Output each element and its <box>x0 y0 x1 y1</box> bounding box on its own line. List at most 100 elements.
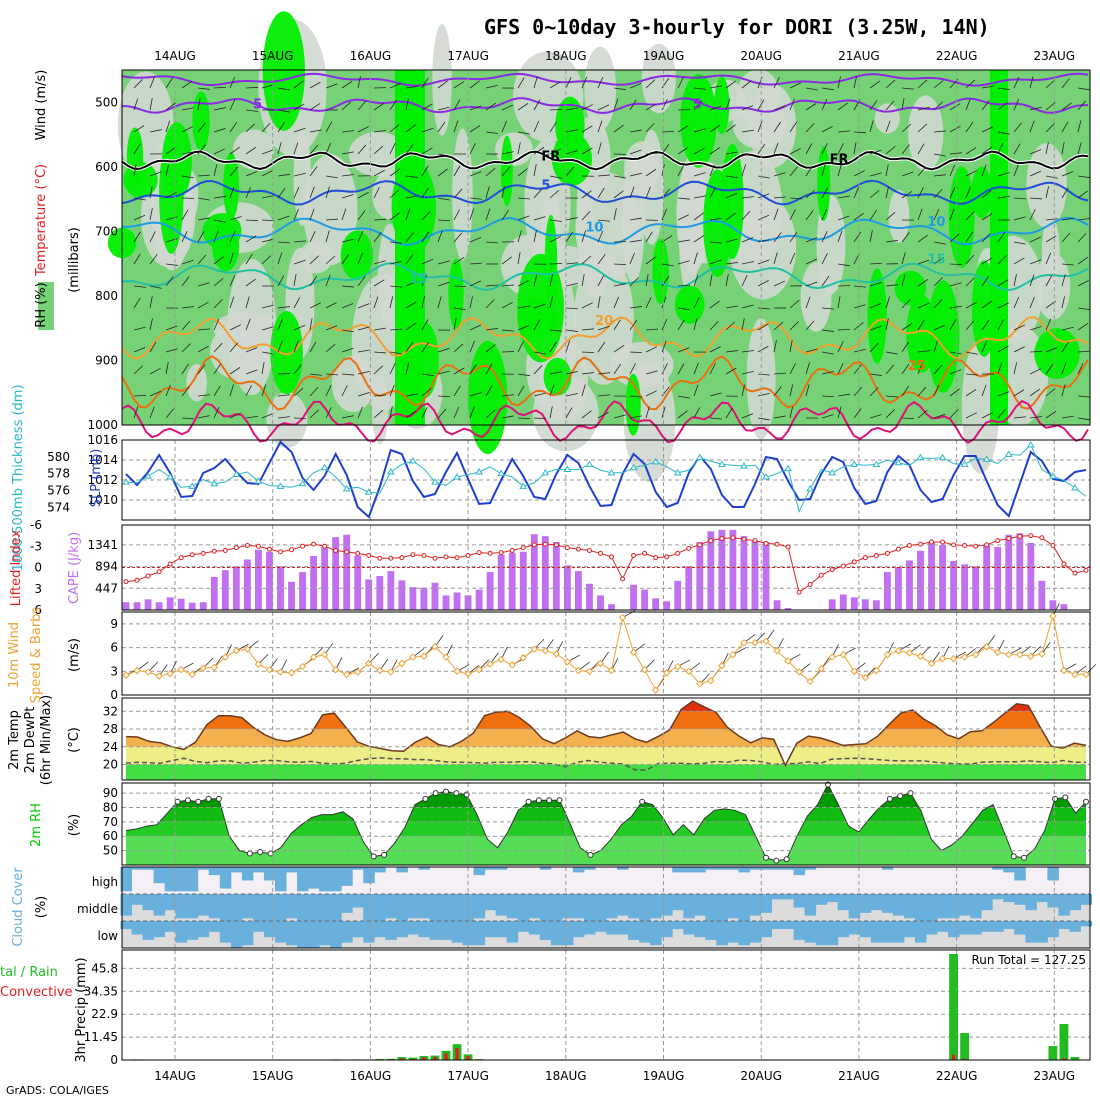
contour-label: 5 <box>541 178 550 193</box>
wind-barb <box>261 326 274 331</box>
wind-speed-marker <box>839 650 847 659</box>
wind-barb <box>293 259 306 265</box>
cloud-middle-bar <box>175 894 188 919</box>
wind-barb <box>325 407 332 419</box>
cloud-low-bar <box>661 921 673 938</box>
lifted-index-marker <box>289 547 295 553</box>
wind-barb <box>309 341 317 353</box>
cape-bar <box>541 536 549 610</box>
wind-barb <box>133 143 141 155</box>
wind-barb <box>485 344 496 353</box>
wind-barb <box>437 347 450 353</box>
wind-barb <box>805 87 818 91</box>
cloud-middle-bar <box>1080 894 1093 905</box>
wind-barb <box>197 197 210 201</box>
wind-speed-marker <box>773 647 781 655</box>
wind-barb <box>789 299 800 309</box>
wind-barb <box>885 395 898 398</box>
wind-barb <box>293 364 302 375</box>
wind-barb <box>229 98 236 111</box>
wind-speed-marker <box>894 647 903 655</box>
wind-speed-marker <box>850 667 858 675</box>
cloud-middle-bar <box>219 894 232 921</box>
cloud-low-bar <box>495 921 508 938</box>
wind-speed-marker <box>387 668 395 676</box>
cape-bar <box>188 602 196 610</box>
wind-barb <box>693 297 700 309</box>
lifted-index-marker <box>189 552 195 558</box>
lifted-index-marker <box>1028 533 1034 539</box>
li-cape-frame <box>121 524 1091 611</box>
wind-barb <box>405 362 410 375</box>
wind-barb <box>949 125 961 133</box>
wind-speed-marker <box>155 672 163 680</box>
wind-barb <box>293 340 299 353</box>
wind-barb <box>869 325 882 331</box>
wind-barb <box>853 348 866 353</box>
wind-barb <box>197 231 205 243</box>
wind-barb <box>1077 362 1084 375</box>
thickness-marker <box>276 482 285 489</box>
wind-barb <box>629 149 642 155</box>
wind-barb <box>693 87 706 90</box>
cloud-middle-bar <box>418 894 430 919</box>
cape-bar <box>762 542 770 610</box>
wind-barb <box>661 208 668 221</box>
wind-barb <box>741 105 754 111</box>
wind-barb <box>693 172 706 177</box>
cloud-low-bar <box>672 921 684 930</box>
rh-dry-patch <box>584 46 617 131</box>
rh-dry-patch <box>227 258 277 396</box>
cloud-high-bar <box>230 867 243 873</box>
wind-barb <box>165 408 174 419</box>
wind-barb <box>869 189 880 199</box>
wind-speed-marker <box>541 647 550 655</box>
wind-barb <box>645 370 658 375</box>
cloud-middle-bar <box>859 894 872 913</box>
cloud-high-bar <box>352 867 364 870</box>
thickness-marker <box>166 473 175 480</box>
wind-barb <box>229 146 241 155</box>
wind-barb <box>549 371 562 375</box>
thickness-marker <box>298 479 307 487</box>
wind-barb <box>661 263 674 267</box>
wind-barb <box>869 387 879 397</box>
cloud-high-bar <box>131 867 144 870</box>
wind-barb <box>373 169 385 177</box>
cloud-middle-bar <box>650 894 662 919</box>
wind-barb <box>213 230 219 243</box>
cloud-low-bar <box>694 921 706 938</box>
thickness-marker <box>541 468 550 476</box>
rh-fill-band <box>126 821 1086 837</box>
cloud-low-bar <box>793 921 806 940</box>
wind-barb <box>405 393 418 397</box>
wind-barb <box>709 274 713 287</box>
wind-barb <box>1029 209 1036 221</box>
wind-barb <box>181 107 194 111</box>
wind-barb <box>885 296 891 309</box>
wind-barb <box>709 85 722 89</box>
cloud-low-bar <box>164 921 177 932</box>
wind-barb <box>1013 216 1026 221</box>
wind-barb <box>981 213 993 221</box>
thickness-marker <box>585 460 594 467</box>
wind-barb <box>437 121 446 133</box>
wind-barb <box>709 217 722 221</box>
wind-barb <box>293 240 306 243</box>
wind-speed-marker <box>508 661 516 669</box>
wind-barb <box>133 326 146 331</box>
temp-contour-15 <box>121 262 1089 292</box>
wind-barb <box>789 363 796 375</box>
wind-barb <box>1029 350 1043 353</box>
wind-barb <box>1077 395 1090 398</box>
wind-barb <box>453 406 460 419</box>
wind-barb <box>149 341 157 353</box>
date-tick-top: 22AUG <box>936 49 978 63</box>
thickness-marker <box>607 468 616 476</box>
wind-barb <box>229 166 239 177</box>
wind-barb <box>485 327 498 331</box>
wind-barb <box>805 296 811 309</box>
wind-barb <box>837 195 850 199</box>
wind-barb <box>693 100 703 111</box>
cape-bar <box>906 560 913 610</box>
